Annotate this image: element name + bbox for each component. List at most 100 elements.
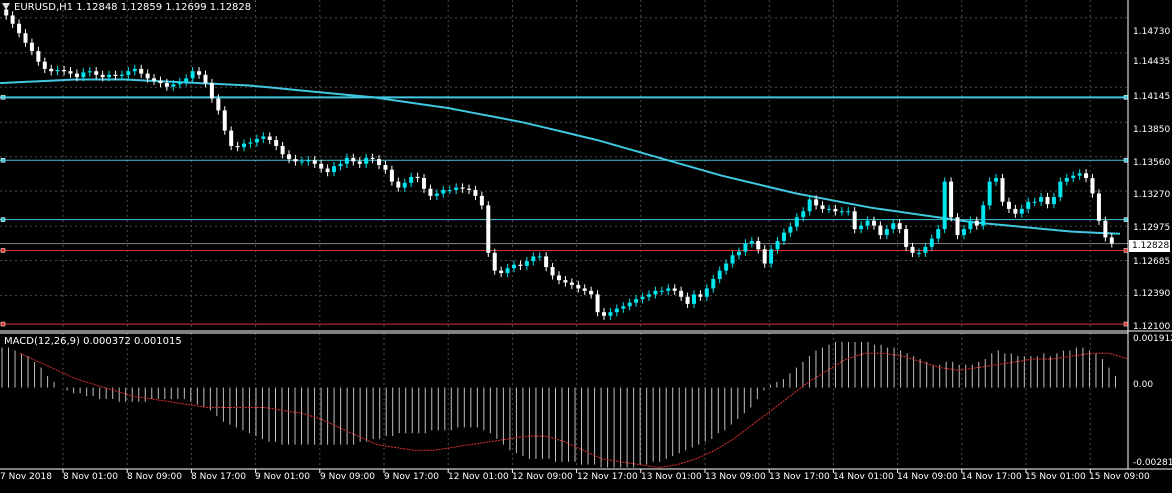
candle-bull: [961, 229, 966, 236]
candle-bear: [955, 217, 960, 236]
candle-bear: [679, 290, 684, 297]
candle-bear: [357, 161, 362, 164]
candle-bear: [756, 240, 761, 250]
candle-bull: [865, 220, 870, 226]
time-axis-label: 14 Nov 09:00: [897, 472, 958, 482]
candle-bull: [184, 78, 189, 82]
candle-bull: [441, 189, 446, 194]
candle-bull: [736, 251, 741, 256]
grid-lines: [0, 0, 1128, 468]
candle-bear: [518, 264, 523, 266]
candle-bull: [242, 143, 247, 148]
candle-bull: [788, 226, 793, 233]
candle-bear: [589, 290, 594, 295]
candle-bear: [415, 176, 420, 179]
candle-bull: [640, 296, 645, 300]
candle-bear: [871, 220, 876, 226]
macd-axis-label: 0.00: [1133, 380, 1154, 390]
time-axis-label: 15 Nov 01:00: [1025, 472, 1086, 482]
candle-bear: [370, 157, 375, 160]
candle-bull: [306, 160, 311, 162]
candle-bear: [351, 157, 356, 162]
candle-bear: [897, 223, 902, 230]
candle-bull: [826, 208, 831, 210]
horizontal-levels[interactable]: [0, 95, 1129, 327]
candle-bear: [145, 73, 150, 79]
level-handle: [1123, 158, 1129, 163]
candle-bull: [119, 74, 124, 76]
candle-bear: [949, 181, 954, 218]
candle-bull: [171, 84, 176, 87]
chart-menu-icon[interactable]: [2, 3, 10, 10]
time-axis-label: 12 Nov 01:00: [448, 472, 509, 482]
candle-bull: [107, 74, 112, 78]
candle-bull: [434, 193, 439, 196]
candle-bull: [87, 71, 92, 73]
candle-bear: [396, 181, 401, 188]
price-axis-label: 1.14730: [1133, 27, 1171, 37]
time-axis-label: 14 Nov 01:00: [833, 472, 894, 482]
candle-bear: [1103, 220, 1108, 238]
candle-bear: [1006, 201, 1011, 209]
candle-bull: [1058, 181, 1063, 198]
candle-bull: [839, 211, 844, 213]
candle-bear: [1000, 178, 1005, 202]
level-handle: [1123, 217, 1129, 222]
candle-bear: [1013, 208, 1018, 214]
candle-bear: [576, 284, 581, 289]
candle-bull: [653, 290, 658, 295]
candle-bear: [164, 83, 169, 87]
macd-axis-label: 0.001912: [1133, 334, 1172, 344]
candle-bull: [801, 211, 806, 218]
candle-bear: [672, 288, 677, 291]
level-handle: [1123, 95, 1129, 100]
candle-bear: [1084, 173, 1089, 179]
price-chart-title: EURUSD,H1 1.12848 1.12859 1.12699 1.1282…: [14, 2, 252, 13]
candle-bull: [126, 71, 131, 75]
candle-bull: [846, 211, 851, 213]
time-axis-label: 9 Nov 01:00: [255, 472, 310, 482]
candle-bull: [717, 270, 722, 279]
candle-bear: [49, 68, 54, 72]
candle-bear: [1096, 193, 1101, 221]
candle-bear: [762, 249, 767, 264]
candle-bear: [325, 168, 330, 173]
candle-bull: [254, 138, 259, 143]
candle-bear: [833, 208, 838, 212]
time-axis-label: 13 Nov 01:00: [641, 472, 702, 482]
candle-bull: [775, 240, 780, 250]
level-handle: [0, 95, 6, 100]
candle-bear: [287, 154, 292, 160]
candle-bear: [29, 42, 34, 52]
candlesticks: [4, 5, 1114, 320]
candle-bull: [132, 68, 137, 72]
price-axis-label: 1.12100: [1133, 322, 1171, 332]
price-axis-label: 1.12975: [1133, 223, 1171, 233]
candle-bull: [891, 223, 896, 230]
candle-bull: [859, 225, 864, 230]
candle-bear: [479, 195, 484, 206]
candle-bear: [36, 51, 41, 62]
level-handle: [0, 158, 6, 163]
candle-bull: [634, 299, 639, 303]
time-axis-label: 12 Nov 17:00: [577, 472, 638, 482]
level-handle: [0, 217, 6, 222]
candle-bear: [544, 256, 549, 268]
candle-bear: [203, 74, 208, 84]
candle-bull: [711, 278, 716, 289]
candle-bear: [68, 71, 73, 74]
time-axis-label: 8 Nov 01:00: [63, 472, 118, 482]
candle-bull: [1064, 178, 1069, 182]
candle-bull: [781, 232, 786, 241]
candle-bull: [942, 181, 947, 230]
candle-bear: [582, 288, 587, 291]
candle-bear: [422, 178, 427, 189]
candle-bull: [1026, 201, 1031, 209]
candle-bear: [499, 270, 504, 274]
candle-bear: [904, 229, 909, 247]
candle-bear: [383, 165, 388, 170]
candle-bull: [794, 217, 799, 227]
candle-bull: [1032, 201, 1037, 203]
